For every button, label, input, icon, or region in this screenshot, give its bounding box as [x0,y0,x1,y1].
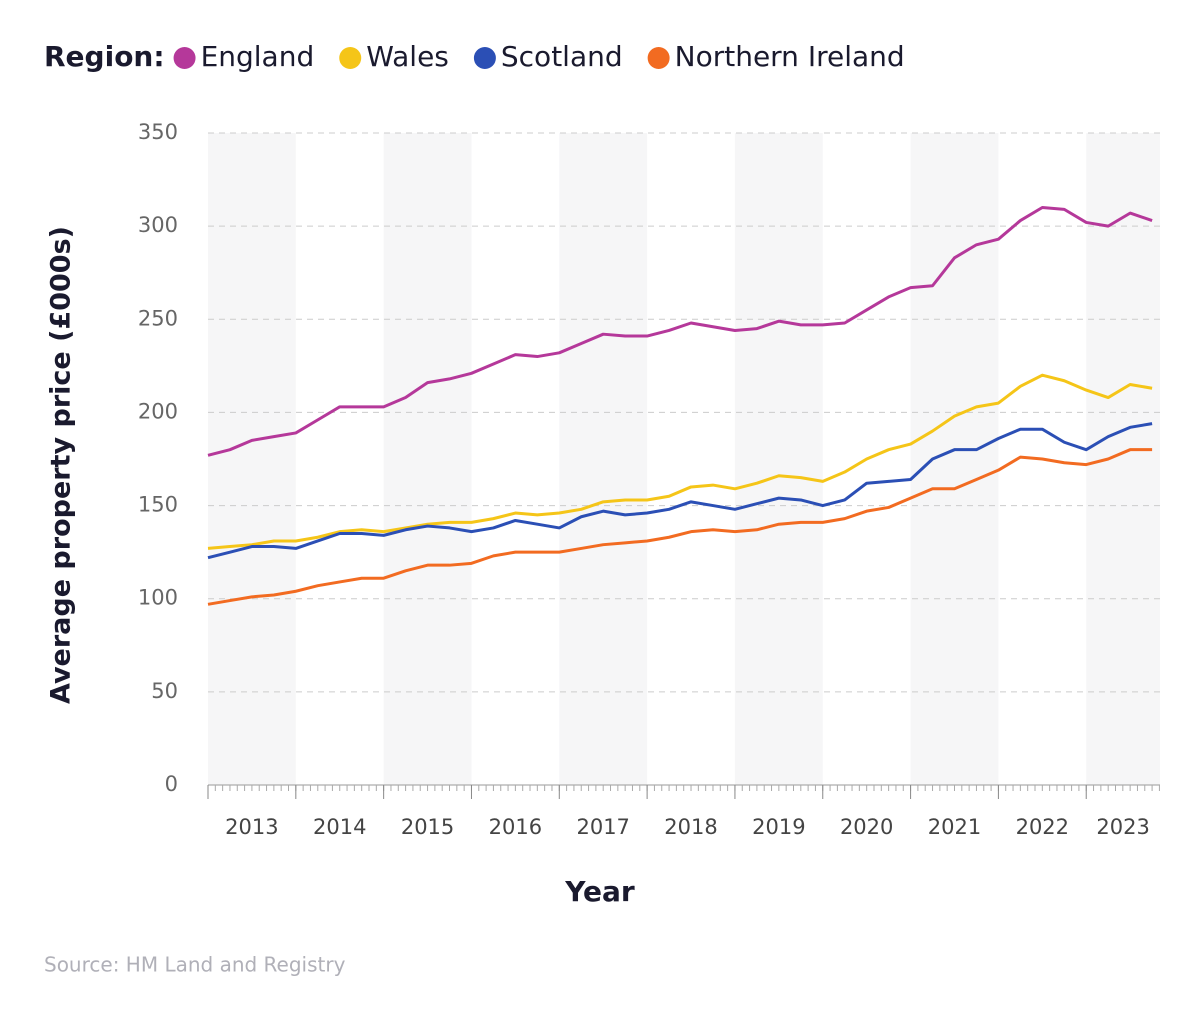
x-tick-label: 2020 [840,815,893,839]
year-band [383,133,472,785]
year-band [1086,133,1160,785]
y-axis-title: Average property price (£000s) [46,226,77,704]
x-tick-label: 2022 [1016,815,1069,839]
legend-title: Region: [44,40,165,73]
x-tick-label: 2021 [928,815,981,839]
legend-marker [173,47,196,69]
legend-marker [647,47,670,69]
year-band [559,133,648,785]
legend-label: Northern Ireland [675,40,905,73]
x-tick-label: 2019 [752,815,805,839]
line [207,422,1153,560]
legend-label: Scotland [501,40,623,73]
legend-label: England [201,40,315,73]
x-tick-label: 2013 [225,815,278,839]
x-axis-title: Year [564,875,635,908]
year-band [208,133,296,785]
y-tick-label: 250 [138,306,178,330]
y-tick-label: 300 [138,213,178,237]
line [207,206,1153,457]
year-band [910,133,999,785]
legend-marker [339,47,362,69]
x-tick-label: 2017 [576,815,629,839]
y-tick-label: 100 [138,586,178,610]
x-tick-label: 2015 [401,815,454,839]
x-tick-label: 2016 [489,815,542,839]
y-tick-label: 200 [138,399,178,423]
plot-background [208,133,1160,785]
x-tick-label: 2014 [313,815,366,839]
legend-label: Wales [366,40,449,73]
legend-marker [473,47,496,69]
x-tick-label: 2018 [664,815,717,839]
x-tick-label: 2023 [1096,815,1149,839]
y-tick-label: 50 [151,679,178,703]
line [207,373,1153,550]
line [207,448,1153,606]
y-tick-label: 350 [138,120,178,144]
source: Source: HM Land and Registry [44,953,346,977]
y-tick-label: 0 [165,772,178,796]
y-tick-label: 150 [138,493,178,517]
year-band [734,133,823,785]
